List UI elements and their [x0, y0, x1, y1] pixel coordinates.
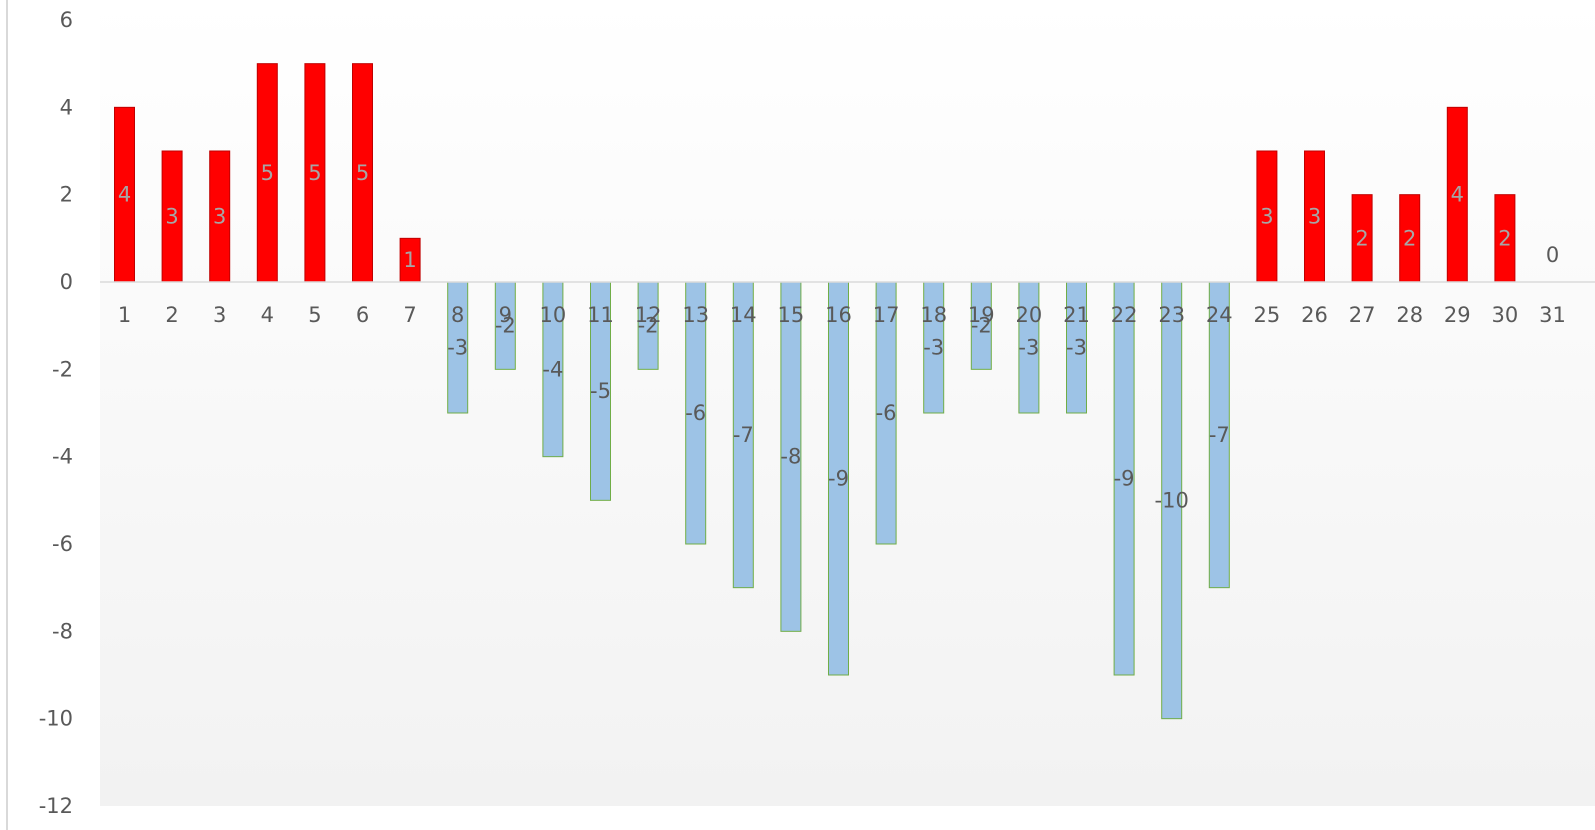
data-label: 2 — [1498, 226, 1511, 250]
x-tick-label: 17 — [873, 303, 900, 327]
data-label: -10 — [1155, 488, 1189, 512]
data-label: -9 — [1114, 467, 1135, 491]
x-axis: 1 2 3 4 5 6 7 8 9 10 11 12 13 14 15 16 17 18 19 20 21 22 23 24 2… — [118, 303, 1566, 327]
data-label: -5 — [590, 379, 611, 403]
y-tick-label: -2 — [52, 357, 73, 381]
x-tick-label: 3 — [213, 303, 226, 327]
x-tick-label: 9 — [499, 303, 512, 327]
y-tick-label: 0 — [60, 270, 73, 294]
data-label: 0 — [1546, 243, 1559, 267]
data-label: -2 — [495, 314, 516, 338]
x-tick-label: 24 — [1206, 303, 1233, 327]
data-label: -6 — [876, 401, 897, 425]
y-tick-label: -6 — [52, 532, 73, 556]
data-label: 3 — [1308, 205, 1321, 229]
y-tick-label: -10 — [39, 707, 73, 731]
y-axis: 6 4 2 0 -2 -4 -6 -8 -10 -12 — [39, 8, 73, 818]
bars — [114, 63, 1516, 720]
data-label: -3 — [1018, 336, 1039, 360]
x-tick-label: 21 — [1063, 303, 1090, 327]
x-tick-label: 30 — [1492, 303, 1519, 327]
data-label: -3 — [923, 336, 944, 360]
data-label: -7 — [1209, 423, 1230, 447]
x-tick-label: 11 — [587, 303, 614, 327]
data-label: 4 — [118, 183, 131, 207]
data-label: 5 — [261, 161, 274, 185]
y-tick-label: -12 — [39, 794, 73, 818]
x-tick-label: 25 — [1254, 303, 1281, 327]
y-tick-label: -4 — [52, 445, 73, 469]
x-tick-label: 14 — [730, 303, 757, 327]
x-tick-label: 23 — [1158, 303, 1185, 327]
x-tick-label: 7 — [403, 303, 416, 327]
data-label: -2 — [971, 314, 992, 338]
data-label: -3 — [1066, 336, 1087, 360]
data-label: -4 — [542, 357, 563, 381]
x-tick-label: 29 — [1444, 303, 1471, 327]
y-tick-label: 4 — [60, 95, 73, 119]
data-labels: 4 3 3 5 5 5 1 -3 -2 -4 -5 -2 -6 -7 -8 -9 -6 -3 -2 -3 -3 -9 -10… — [118, 161, 1559, 513]
x-tick-label: 28 — [1396, 303, 1423, 327]
data-label: 3 — [213, 205, 226, 229]
x-tick-label: 27 — [1349, 303, 1376, 327]
y-tick-label: 6 — [60, 8, 73, 32]
x-tick-label: 5 — [308, 303, 321, 327]
x-tick-label: 20 — [1016, 303, 1043, 327]
x-tick-label: 26 — [1301, 303, 1328, 327]
x-tick-label: 6 — [356, 303, 369, 327]
x-tick-label: 22 — [1111, 303, 1138, 327]
x-tick-label: 8 — [451, 303, 464, 327]
data-label: -2 — [638, 314, 659, 338]
data-label: 4 — [1451, 183, 1464, 207]
data-label: -8 — [780, 445, 801, 469]
data-label: 1 — [403, 248, 416, 272]
data-label: 5 — [308, 161, 321, 185]
x-tick-label: 1 — [118, 303, 131, 327]
data-label: 2 — [1355, 226, 1368, 250]
data-label: -3 — [447, 336, 468, 360]
y-tick-label: -8 — [52, 619, 73, 643]
data-label: 3 — [1260, 205, 1273, 229]
x-tick-label: 15 — [778, 303, 805, 327]
x-tick-label: 4 — [261, 303, 274, 327]
x-tick-label: 19 — [968, 303, 995, 327]
data-label: 5 — [356, 161, 369, 185]
x-tick-label: 16 — [825, 303, 852, 327]
x-tick-label: 10 — [540, 303, 567, 327]
data-label: 3 — [165, 205, 178, 229]
data-label: -9 — [828, 467, 849, 491]
x-tick-label: 13 — [682, 303, 709, 327]
x-tick-label: 31 — [1539, 303, 1566, 327]
data-label: -6 — [685, 401, 706, 425]
data-label: 2 — [1403, 226, 1416, 250]
y-tick-label: 2 — [60, 183, 73, 207]
x-tick-label: 12 — [635, 303, 662, 327]
x-tick-label: 2 — [165, 303, 178, 327]
data-label: -7 — [733, 423, 754, 447]
x-tick-label: 18 — [920, 303, 947, 327]
